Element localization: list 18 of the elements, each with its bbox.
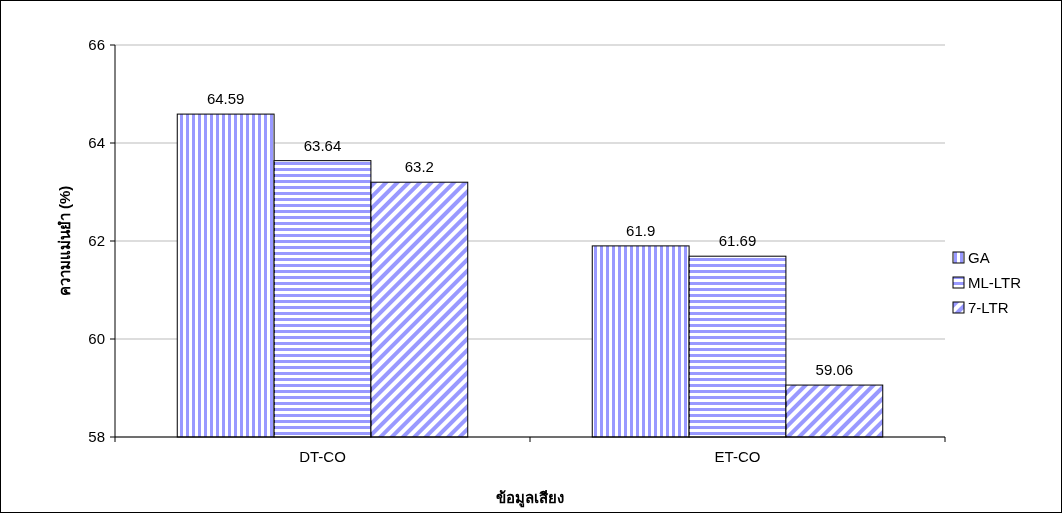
y-tick-label: 64	[88, 134, 105, 152]
y-tick-label: 58	[88, 428, 105, 446]
x-axis-title: ข้อมูลเสียง	[496, 489, 564, 508]
data-label: 59.06	[815, 361, 854, 379]
data-label: 63.64	[303, 136, 342, 154]
legend-label: GA	[968, 249, 990, 267]
data-label: 63.2	[404, 158, 434, 176]
data-label: 61.69	[718, 232, 757, 250]
y-tick-label: 62	[88, 232, 105, 250]
x-tick-label: DT-CO	[299, 448, 346, 465]
y-tick-label: 66	[88, 36, 105, 54]
y-tick-label: 60	[88, 330, 105, 348]
legend-label: 7-LTR	[968, 299, 1009, 317]
data-label: 61.9	[626, 221, 656, 239]
data-label: 64.59	[206, 90, 245, 108]
y-axis-title: ความแม่นยำ (%)	[56, 185, 73, 297]
legend-label: ML-LTR	[968, 274, 1022, 292]
x-tick-label: ET-CO	[714, 448, 761, 465]
